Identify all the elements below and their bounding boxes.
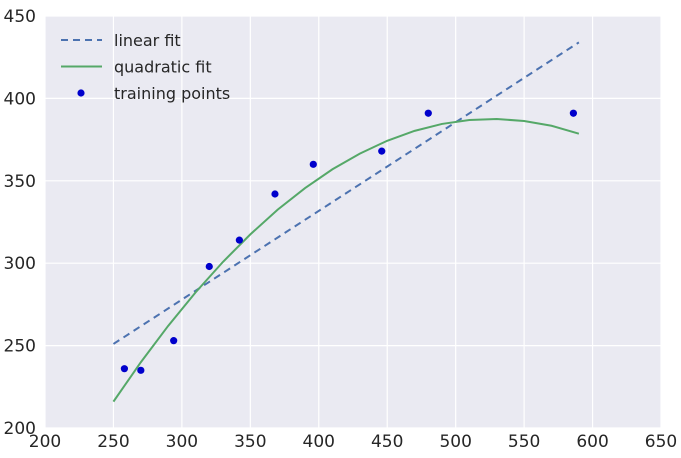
x-tick-label: 400: [303, 432, 335, 452]
x-tick-label: 450: [371, 432, 403, 452]
y-tick-label: 400: [4, 89, 36, 109]
x-tick-label: 600: [576, 432, 608, 452]
y-tick-label: 350: [4, 172, 36, 192]
tick-labels: 200 250 300 350 400 450 500 550 600 650 200 250 300 3…: [4, 7, 678, 452]
plot-background: [45, 16, 661, 428]
x-tick-label: 350: [234, 432, 266, 452]
y-tick-label: 250: [4, 337, 36, 357]
linear-fit-line: [112, 41, 580, 345]
training-point: [170, 337, 178, 345]
x-tick-label: 300: [166, 432, 198, 452]
y-tick-label: 450: [4, 7, 36, 27]
y-tick-label: 300: [4, 254, 36, 274]
legend-label-linear-fit: linear fit: [114, 31, 181, 50]
training-point: [205, 262, 213, 271]
training-point: [424, 109, 432, 117]
grid: [44, 15, 662, 429]
x-tick-label: 200: [29, 432, 61, 452]
legend-label-quadratic-fit: quadratic fit: [114, 58, 212, 77]
legend-label-training-points: training points: [114, 84, 230, 103]
training-point: [309, 160, 317, 168]
training-point: [378, 147, 386, 155]
training-point: [271, 190, 279, 198]
x-tick-label: 500: [439, 432, 471, 452]
legend-swatch-training-points: [77, 89, 85, 97]
x-tick-label: 650: [645, 432, 677, 452]
x-tick-label: 550: [508, 432, 540, 452]
training-point: [137, 366, 145, 374]
quadratic-fit-line: [112, 117, 580, 403]
training-point: [235, 236, 243, 244]
legend: linear fit quadratic fit training points: [61, 31, 230, 103]
y-tick-label: 200: [4, 419, 36, 439]
training-point: [120, 365, 128, 373]
training-point: [569, 109, 577, 117]
x-tick-label: 250: [97, 432, 129, 452]
series-layer: [112, 41, 580, 403]
